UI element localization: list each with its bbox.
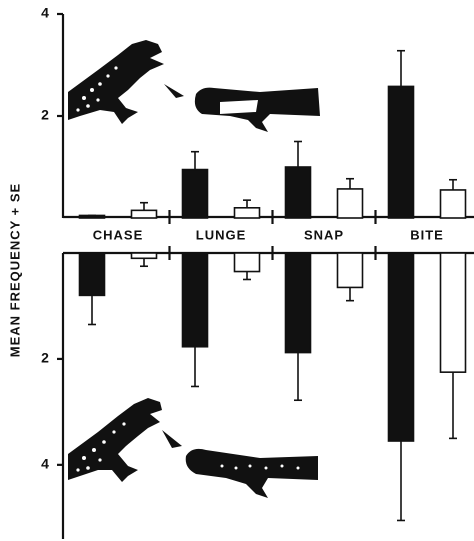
bar xyxy=(441,190,466,218)
bar xyxy=(286,167,311,218)
bar xyxy=(183,253,208,347)
bar xyxy=(441,253,466,372)
category-label: CHASE xyxy=(93,227,144,242)
bar xyxy=(235,208,260,218)
salamander-drawing-bottom xyxy=(68,398,318,498)
bar xyxy=(389,86,414,218)
bar xyxy=(235,253,260,272)
category-label: LUNGE xyxy=(196,227,247,242)
y-tick-label: 4 xyxy=(41,456,49,472)
y-tick-label: 4 xyxy=(41,5,49,21)
page: {"chart_data": [ {"type": "bar", "ylabel… xyxy=(0,0,474,541)
bar xyxy=(286,253,311,353)
y-tick-label: 2 xyxy=(41,107,49,123)
chart: MEAN FREQUENCY + SE CHASE LUNGE SNAP BITE 2 4… xyxy=(0,0,474,541)
category-label: BITE xyxy=(410,227,444,242)
bar xyxy=(338,253,363,287)
bar xyxy=(389,253,414,441)
bar xyxy=(132,210,157,218)
bar xyxy=(183,170,208,218)
category-label: SNAP xyxy=(304,227,344,242)
bar xyxy=(80,215,105,218)
bar xyxy=(338,189,363,218)
y-tick-label: 2 xyxy=(41,350,49,366)
bar xyxy=(132,253,157,258)
salamander-drawing-top xyxy=(68,40,320,132)
y-axis-label: MEAN FREQUENCY + SE xyxy=(7,183,22,357)
bar xyxy=(80,253,105,295)
